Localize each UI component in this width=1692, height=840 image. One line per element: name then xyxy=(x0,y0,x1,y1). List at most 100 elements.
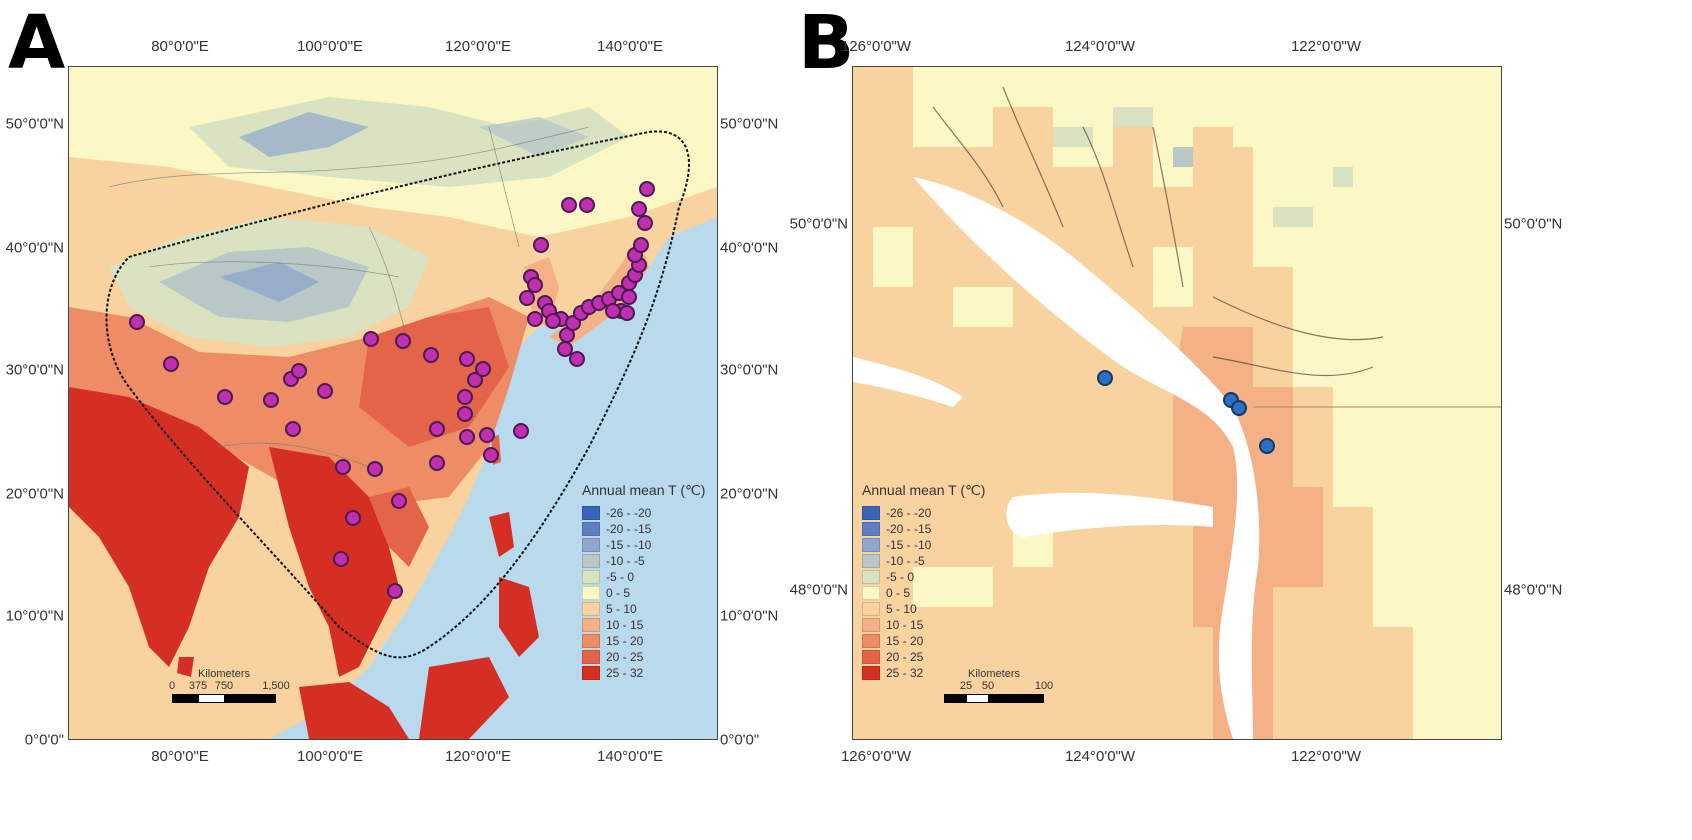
legend-label: 20 - 25 xyxy=(886,650,924,664)
occurrence-point xyxy=(291,363,307,379)
occurrence-point xyxy=(557,341,573,357)
occurrence-point xyxy=(429,455,445,471)
occurrence-point xyxy=(457,389,473,405)
occurrence-point xyxy=(475,361,491,377)
occurrence-point xyxy=(395,333,411,349)
legend-entry: -20 - -15 xyxy=(582,521,705,537)
occurrence-point xyxy=(335,459,351,475)
legend-label: -20 - -15 xyxy=(886,522,932,536)
legend-swatch xyxy=(582,586,600,600)
legend-entry: 10 - 15 xyxy=(582,617,705,633)
legend-entry: 25 - 32 xyxy=(862,665,985,681)
scale-tick-label: 50 xyxy=(981,680,995,692)
legend-swatch xyxy=(862,618,880,632)
legend-label: 20 - 25 xyxy=(606,650,644,664)
legend-entry: 15 - 20 xyxy=(582,633,705,649)
legend-swatch xyxy=(862,506,880,520)
legend-label: -20 - -15 xyxy=(606,522,652,536)
legend-entry: -20 - -15 xyxy=(862,521,985,537)
legend-entry: -15 - -10 xyxy=(582,537,705,553)
occurrence-point xyxy=(391,493,407,509)
left-tick-label: 10°0'0"N xyxy=(5,607,64,625)
legend-entry: -5 - 0 xyxy=(582,569,705,585)
occurrence-point xyxy=(533,237,549,253)
legend-label: -5 - 0 xyxy=(886,570,915,584)
right-tick-label: 50°0'0"N xyxy=(1504,215,1563,233)
scale-tick-label: 25 xyxy=(959,680,973,692)
occurrence-point xyxy=(367,461,383,477)
legend-label: -5 - 0 xyxy=(606,570,635,584)
bottom-tick-label: 100°0'0"E xyxy=(297,748,363,765)
legend-swatch xyxy=(862,554,880,568)
bottom-tick-label: 122°0'0"W xyxy=(1290,748,1362,765)
left-tick-label: 48°0'0"N xyxy=(789,581,848,599)
scale-bar xyxy=(172,694,276,703)
top-tick-label: 126°0'0"W xyxy=(840,38,912,55)
legend-label: 5 - 10 xyxy=(606,602,637,616)
left-tick-label: 50°0'0"N xyxy=(5,115,64,133)
top-tick-label: 120°0'0"E xyxy=(445,38,511,55)
occurrence-point xyxy=(569,351,585,367)
occurrence-point xyxy=(129,314,145,330)
bottom-tick-label: 120°0'0"E xyxy=(445,748,511,765)
legend-label: 0 - 5 xyxy=(606,586,631,600)
legend-title: Annual mean T (℃) xyxy=(582,482,706,498)
legend-label: 15 - 20 xyxy=(606,634,644,648)
legend-entry: 5 - 10 xyxy=(582,601,705,617)
top-tick-label: 122°0'0"W xyxy=(1290,38,1362,55)
occurrence-point xyxy=(457,406,473,422)
occurrence-point xyxy=(317,383,333,399)
legend-swatch xyxy=(582,554,600,568)
legend-swatch xyxy=(862,570,880,584)
legend-label: -10 - -5 xyxy=(886,554,925,568)
right-tick-label: 50°0'0"N xyxy=(720,115,779,133)
legend-label: -26 - -20 xyxy=(606,506,652,520)
legend-swatch xyxy=(582,634,600,648)
legend-entry: 5 - 10 xyxy=(862,601,985,617)
legend-swatch xyxy=(582,618,600,632)
scale-tick-label: 1,500 xyxy=(262,680,290,692)
left-tick-label: 40°0'0"N xyxy=(5,239,64,257)
legend-swatch xyxy=(862,666,880,680)
panel-b-letter: B xyxy=(798,0,855,86)
panel-a-map xyxy=(68,66,718,740)
left-tick-label: 0°0'0" xyxy=(24,731,64,749)
occurrence-point xyxy=(637,215,653,231)
legend-entry: -26 - -20 xyxy=(582,505,705,521)
panel-a-legend: Annual mean T (℃) -26 - -20 -20 - -15 -15 … xyxy=(582,482,705,681)
legend-swatch xyxy=(862,650,880,664)
legend-label: 15 - 20 xyxy=(886,634,924,648)
legend-label: 0 - 5 xyxy=(886,586,911,600)
right-tick-label: 10°0'0"N xyxy=(720,607,779,625)
legend-label: -15 - -10 xyxy=(606,538,652,552)
legend-swatch xyxy=(862,538,880,552)
occurrence-point xyxy=(459,429,475,445)
legend-swatch xyxy=(862,522,880,536)
legend-label: 5 - 10 xyxy=(886,602,917,616)
occurrence-point xyxy=(621,289,637,305)
legend-entry: 20 - 25 xyxy=(862,649,985,665)
occurrence-point xyxy=(1259,438,1275,454)
occurrence-point xyxy=(579,197,595,213)
occurrence-point xyxy=(163,356,179,372)
occurrence-point xyxy=(459,351,475,367)
occurrence-point xyxy=(633,237,649,253)
occurrence-point xyxy=(513,423,529,439)
occurrence-point xyxy=(527,311,543,327)
left-tick-label: 50°0'0"N xyxy=(789,215,848,233)
legend-label: 10 - 15 xyxy=(886,618,924,632)
occurrence-point xyxy=(631,201,647,217)
legend-entry: -15 - -10 xyxy=(862,537,985,553)
occurrence-point xyxy=(479,427,495,443)
top-tick-label: 124°0'0"W xyxy=(1064,38,1136,55)
scale-tick-label: 100 xyxy=(1034,680,1054,692)
occurrence-point xyxy=(217,389,233,405)
occurrence-point xyxy=(429,421,445,437)
legend-entry: -5 - 0 xyxy=(862,569,985,585)
bottom-tick-label: 126°0'0"W xyxy=(840,748,912,765)
occurrence-point xyxy=(527,277,543,293)
bottom-tick-label: 80°0'0"E xyxy=(151,748,209,765)
legend-swatch xyxy=(582,602,600,616)
legend-entry: 0 - 5 xyxy=(862,585,985,601)
left-tick-label: 20°0'0"N xyxy=(5,485,64,503)
